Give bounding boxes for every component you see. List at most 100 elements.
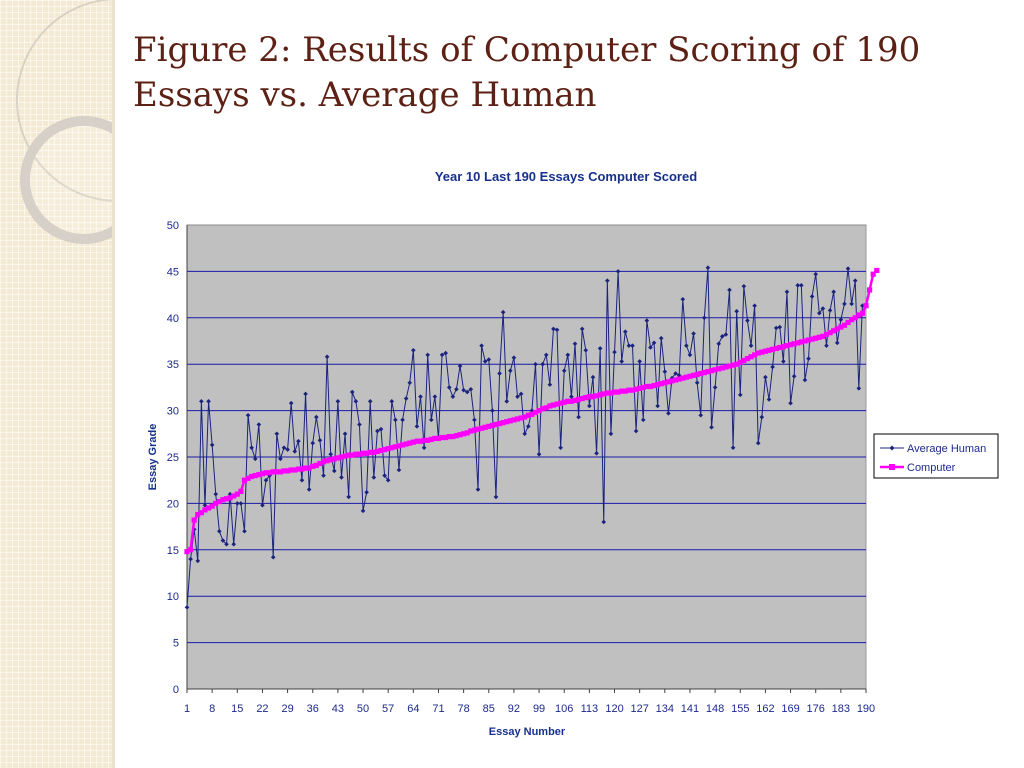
data-point-computer — [870, 271, 876, 277]
x-tick-label: 141 — [681, 703, 699, 715]
data-point-average-human — [292, 449, 298, 454]
data-point-average-human — [454, 386, 459, 392]
data-point-average-human — [321, 473, 326, 478]
x-tick-label: 155 — [731, 703, 749, 715]
legend-marker-computer — [889, 464, 895, 470]
data-point-computer — [597, 392, 603, 398]
data-point-average-human — [428, 417, 434, 423]
data-point-average-human — [360, 508, 366, 514]
data-point-computer — [540, 406, 546, 412]
data-point-average-human — [335, 399, 341, 404]
data-point-average-human — [748, 343, 754, 348]
x-tick-label: 64 — [407, 703, 419, 715]
data-point-average-human — [281, 445, 287, 451]
data-point-computer — [874, 267, 880, 274]
data-point-average-human — [662, 369, 668, 374]
slide-title: Figure 2: Results of Computer Scoring of… — [133, 30, 921, 115]
data-point-average-human — [446, 385, 452, 390]
data-point-average-human — [802, 377, 808, 383]
data-point-average-human — [285, 447, 290, 452]
y-tick-label: 25 — [167, 452, 179, 464]
data-point-average-human — [461, 387, 466, 393]
legend-label-average-human: Average Human — [907, 443, 986, 455]
data-point-average-human — [770, 364, 775, 370]
data-point-average-human — [364, 489, 369, 495]
data-point-computer — [690, 372, 697, 378]
data-point-computer — [730, 362, 736, 368]
data-point-computer — [787, 342, 794, 348]
data-point-average-human — [845, 266, 851, 271]
data-point-average-human — [630, 343, 635, 348]
x-tick-label: 71 — [432, 703, 444, 715]
x-tick-label: 15 — [231, 703, 243, 715]
y-tick-label: 40 — [167, 313, 179, 325]
data-point-computer — [529, 411, 535, 417]
x-tick-label: 57 — [382, 703, 394, 715]
data-point-computer — [220, 497, 226, 503]
data-point-computer — [292, 467, 298, 473]
data-point-computer — [241, 477, 248, 483]
data-point-average-human — [820, 306, 826, 311]
data-point-average-human — [443, 350, 448, 356]
data-point-computer — [744, 356, 751, 362]
data-point-computer — [795, 340, 801, 346]
data-point-average-human — [357, 422, 362, 427]
data-point-average-human — [231, 541, 237, 547]
data-point-computer — [716, 366, 722, 372]
data-point-computer — [464, 430, 470, 436]
data-point-average-human — [543, 352, 549, 358]
data-point-computer — [195, 511, 201, 518]
y-tick-label: 45 — [167, 266, 179, 278]
data-point-computer — [845, 319, 851, 326]
data-point-average-human — [838, 317, 844, 322]
data-point-computer — [554, 401, 560, 407]
data-point-computer — [353, 451, 359, 457]
data-point-computer — [238, 488, 244, 494]
data-point-computer — [547, 403, 553, 409]
data-point-average-human — [353, 399, 359, 404]
data-point-average-human — [367, 399, 373, 404]
data-point-average-human — [698, 412, 704, 418]
data-point-computer — [435, 435, 442, 442]
data-point-computer — [302, 465, 309, 471]
data-point-average-human — [655, 403, 660, 409]
data-point-average-human — [195, 558, 201, 564]
data-point-computer — [421, 437, 427, 443]
data-point-computer — [371, 449, 377, 455]
x-tick-label: 29 — [281, 703, 293, 715]
data-point-computer — [863, 303, 869, 309]
x-tick-label: 1 — [184, 703, 190, 715]
data-point-computer — [213, 500, 219, 506]
data-point-average-human — [709, 425, 714, 430]
y-tick-label: 20 — [167, 498, 179, 510]
data-point-average-human — [777, 324, 783, 330]
data-point-average-human — [536, 451, 542, 457]
data-point-average-human — [637, 359, 642, 364]
data-point-computer — [708, 368, 715, 374]
data-point-computer — [752, 352, 758, 358]
data-point-average-human — [184, 605, 190, 610]
data-point-average-human — [342, 431, 348, 437]
data-point-computer — [536, 408, 542, 414]
data-point-computer — [834, 326, 840, 332]
data-point-computer — [629, 387, 636, 393]
data-point-computer — [759, 349, 765, 355]
data-point-computer — [338, 454, 345, 460]
data-point-average-human — [831, 289, 836, 295]
data-point-computer — [780, 343, 786, 350]
data-point-computer — [191, 517, 197, 523]
data-point-computer — [392, 444, 398, 450]
data-point-average-human — [432, 394, 438, 399]
data-point-computer — [288, 467, 294, 473]
data-point-computer — [615, 389, 621, 395]
data-point-average-human — [450, 394, 456, 399]
data-point-computer — [461, 431, 467, 437]
data-point-average-human — [511, 355, 517, 361]
data-point-computer — [227, 495, 233, 501]
data-point-average-human — [551, 326, 556, 332]
data-point-average-human — [608, 431, 614, 437]
data-point-computer — [223, 496, 230, 502]
data-point-average-human — [414, 424, 420, 429]
data-point-computer — [277, 469, 284, 475]
data-point-average-human — [299, 477, 305, 483]
